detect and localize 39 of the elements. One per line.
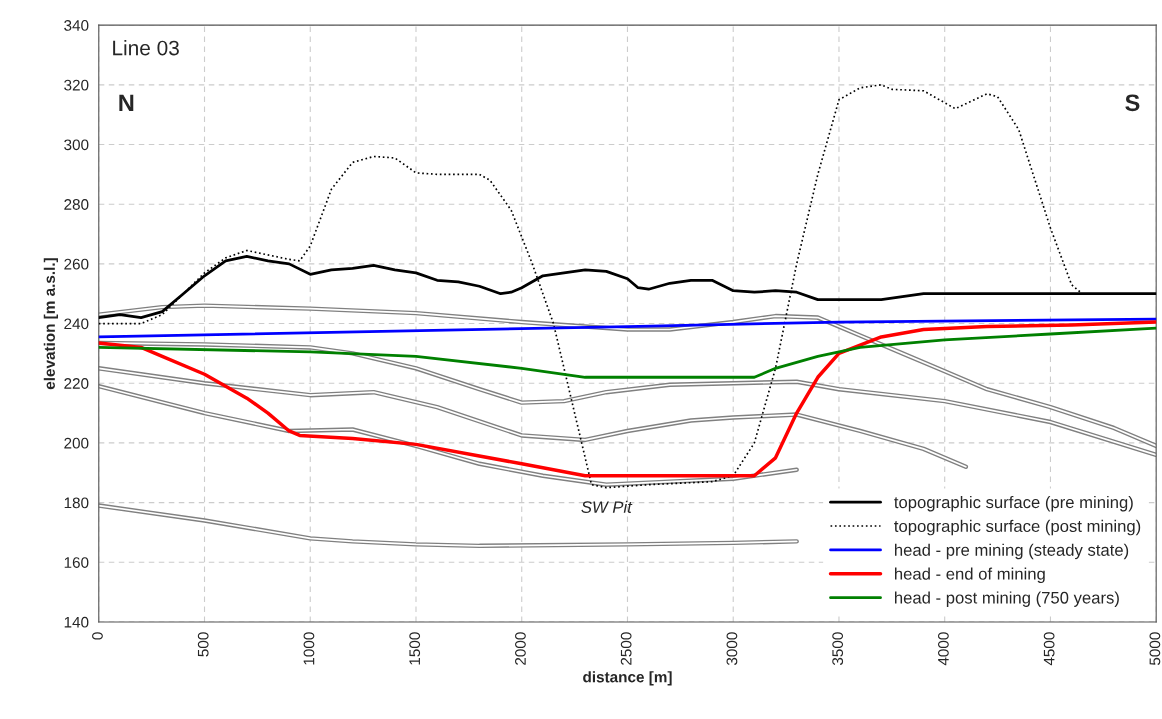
y-tick-label: 220 <box>64 378 89 389</box>
x-tick-label: 3000 <box>726 632 738 666</box>
x-tick-label: 1500 <box>409 632 421 665</box>
y-tick-label: 280 <box>64 199 89 210</box>
x-tick-label: 3500 <box>832 632 844 666</box>
x-tick-label: 500 <box>197 632 209 657</box>
x-tick-label: 1000 <box>303 632 315 665</box>
x-tick-label: 4500 <box>1043 632 1055 666</box>
legend-label: head - end of mining <box>895 567 1045 584</box>
y-tick-label: 240 <box>64 318 89 330</box>
y-tick-label: 200 <box>64 437 89 449</box>
line-series <box>98 303 1157 449</box>
line-series <box>98 366 969 469</box>
legend-label: topographic surface (post mining) <box>894 519 1141 536</box>
x-tick-label: 5000 <box>1149 632 1161 666</box>
legend-label: head - post mining (750 years) <box>895 591 1119 607</box>
annotation: N <box>119 94 134 111</box>
legend-label: topographic surface (pre mining) <box>894 495 1133 512</box>
x-tick-label: 4000 <box>937 632 949 666</box>
x-tick-label: 2000 <box>515 632 526 665</box>
y-tick-label: 260 <box>64 258 89 270</box>
y-tick-label: 160 <box>64 557 89 568</box>
line-series <box>98 320 1157 478</box>
line-series <box>98 326 1157 379</box>
y-tick-label: 300 <box>64 139 89 151</box>
line-series <box>98 383 799 487</box>
y-tick-label: 180 <box>64 497 89 509</box>
line-series <box>98 317 1157 339</box>
annotation: S <box>1125 94 1140 112</box>
x-tick-label: 0 <box>92 632 103 640</box>
annotation: SW Pit <box>581 500 633 514</box>
x-tick-label: 2500 <box>620 632 632 665</box>
y-tick-label: 340 <box>64 20 89 31</box>
legend-label: head - pre mining (steady state) <box>895 543 1129 560</box>
y-axis-title: elevation [m a.s.l.] <box>43 258 58 390</box>
x-axis-title: distance [m] <box>583 671 672 686</box>
y-tick-label: 140 <box>64 616 89 628</box>
y-tick-label: 320 <box>64 79 89 91</box>
annotation: Line 03 <box>113 40 179 56</box>
